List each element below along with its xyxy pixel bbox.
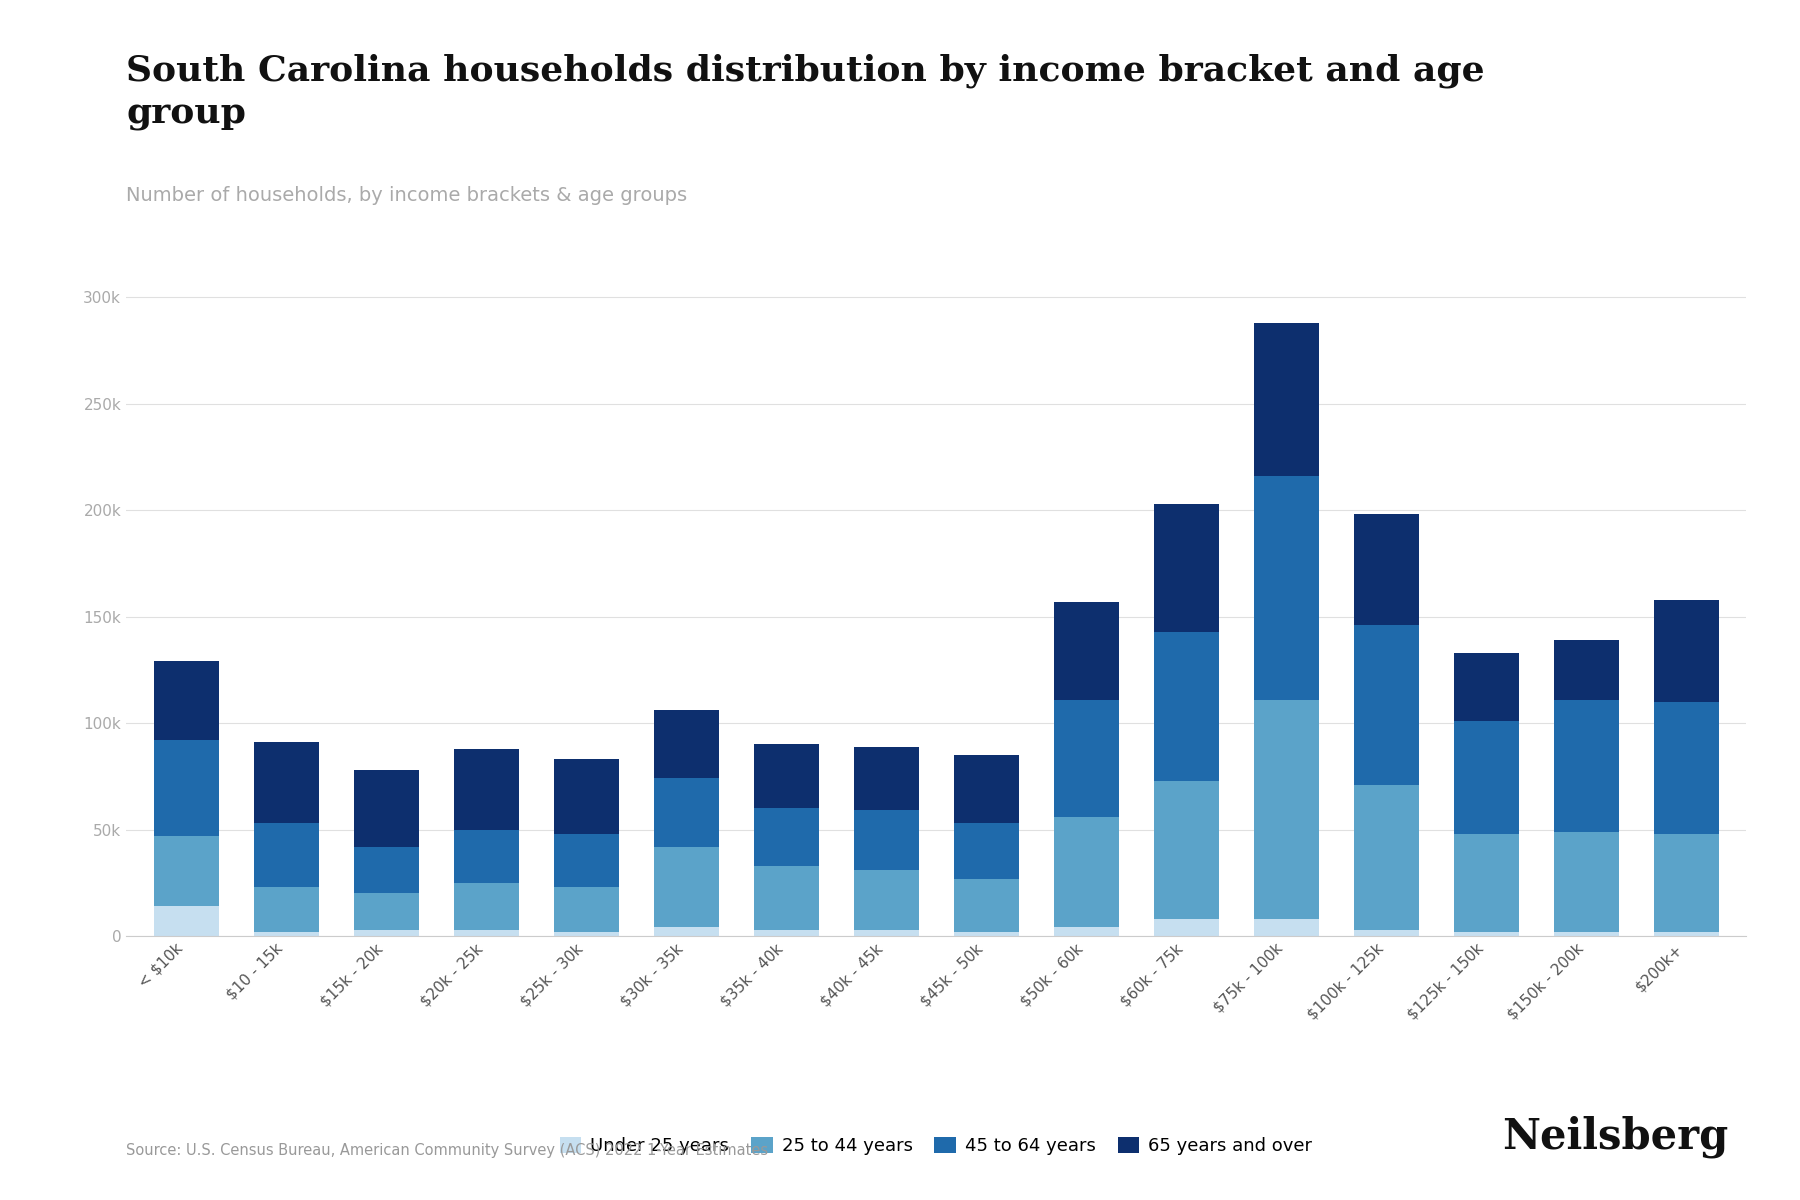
Bar <box>1654 702 1719 834</box>
Bar <box>254 887 319 931</box>
Bar <box>1154 919 1219 936</box>
Text: South Carolina households distribution by income bracket and age
group: South Carolina households distribution b… <box>126 54 1485 131</box>
Bar <box>153 740 218 836</box>
Bar <box>954 823 1019 878</box>
Bar <box>853 810 918 870</box>
Bar <box>1354 625 1418 785</box>
Text: Number of households, by income brackets & age groups: Number of households, by income brackets… <box>126 186 688 205</box>
Bar <box>1553 700 1618 832</box>
Bar <box>1154 504 1219 631</box>
Bar <box>1454 653 1519 721</box>
Bar <box>754 744 819 809</box>
Bar <box>1454 931 1519 936</box>
Bar <box>1454 721 1519 834</box>
Bar <box>353 846 418 894</box>
Bar <box>554 887 619 931</box>
Bar <box>1053 817 1118 928</box>
Text: Neilsberg: Neilsberg <box>1501 1116 1728 1158</box>
Bar <box>1654 834 1719 931</box>
Bar <box>653 928 718 936</box>
Bar <box>954 931 1019 936</box>
Bar <box>1654 931 1719 936</box>
Bar <box>153 661 218 740</box>
Text: Source: U.S. Census Bureau, American Community Survey (ACS) 2022 1-Year Estimate: Source: U.S. Census Bureau, American Com… <box>126 1142 769 1158</box>
Bar <box>153 836 218 906</box>
Bar <box>353 930 418 936</box>
Bar <box>554 834 619 887</box>
Bar <box>254 823 319 887</box>
Bar <box>454 829 518 883</box>
Bar <box>353 894 418 930</box>
Bar <box>754 809 819 865</box>
Bar <box>754 865 819 930</box>
Bar <box>1053 928 1118 936</box>
Bar <box>1354 515 1418 625</box>
Legend: Under 25 years, 25 to 44 years, 45 to 64 years, 65 years and over: Under 25 years, 25 to 44 years, 45 to 64… <box>553 1130 1319 1163</box>
Bar <box>1553 640 1618 700</box>
Bar <box>653 846 718 928</box>
Bar <box>1253 919 1318 936</box>
Bar <box>454 749 518 829</box>
Bar <box>554 931 619 936</box>
Bar <box>254 931 319 936</box>
Bar <box>1553 832 1618 931</box>
Bar <box>954 878 1019 931</box>
Bar <box>1654 600 1719 702</box>
Bar <box>1253 323 1318 476</box>
Bar <box>853 930 918 936</box>
Bar <box>454 930 518 936</box>
Bar <box>1354 785 1418 930</box>
Bar <box>1553 931 1618 936</box>
Bar <box>954 755 1019 823</box>
Bar <box>1354 930 1418 936</box>
Bar <box>1253 700 1318 919</box>
Bar <box>1154 631 1219 780</box>
Bar <box>1454 834 1519 931</box>
Bar <box>254 743 319 823</box>
Bar <box>653 779 718 846</box>
Bar <box>1053 601 1118 700</box>
Bar <box>1053 700 1118 817</box>
Bar <box>454 883 518 930</box>
Bar <box>653 710 718 779</box>
Bar <box>1253 476 1318 700</box>
Bar <box>754 930 819 936</box>
Bar <box>554 760 619 834</box>
Bar <box>353 770 418 846</box>
Bar <box>853 746 918 810</box>
Bar <box>853 870 918 930</box>
Bar <box>1154 780 1219 919</box>
Bar <box>153 906 218 936</box>
